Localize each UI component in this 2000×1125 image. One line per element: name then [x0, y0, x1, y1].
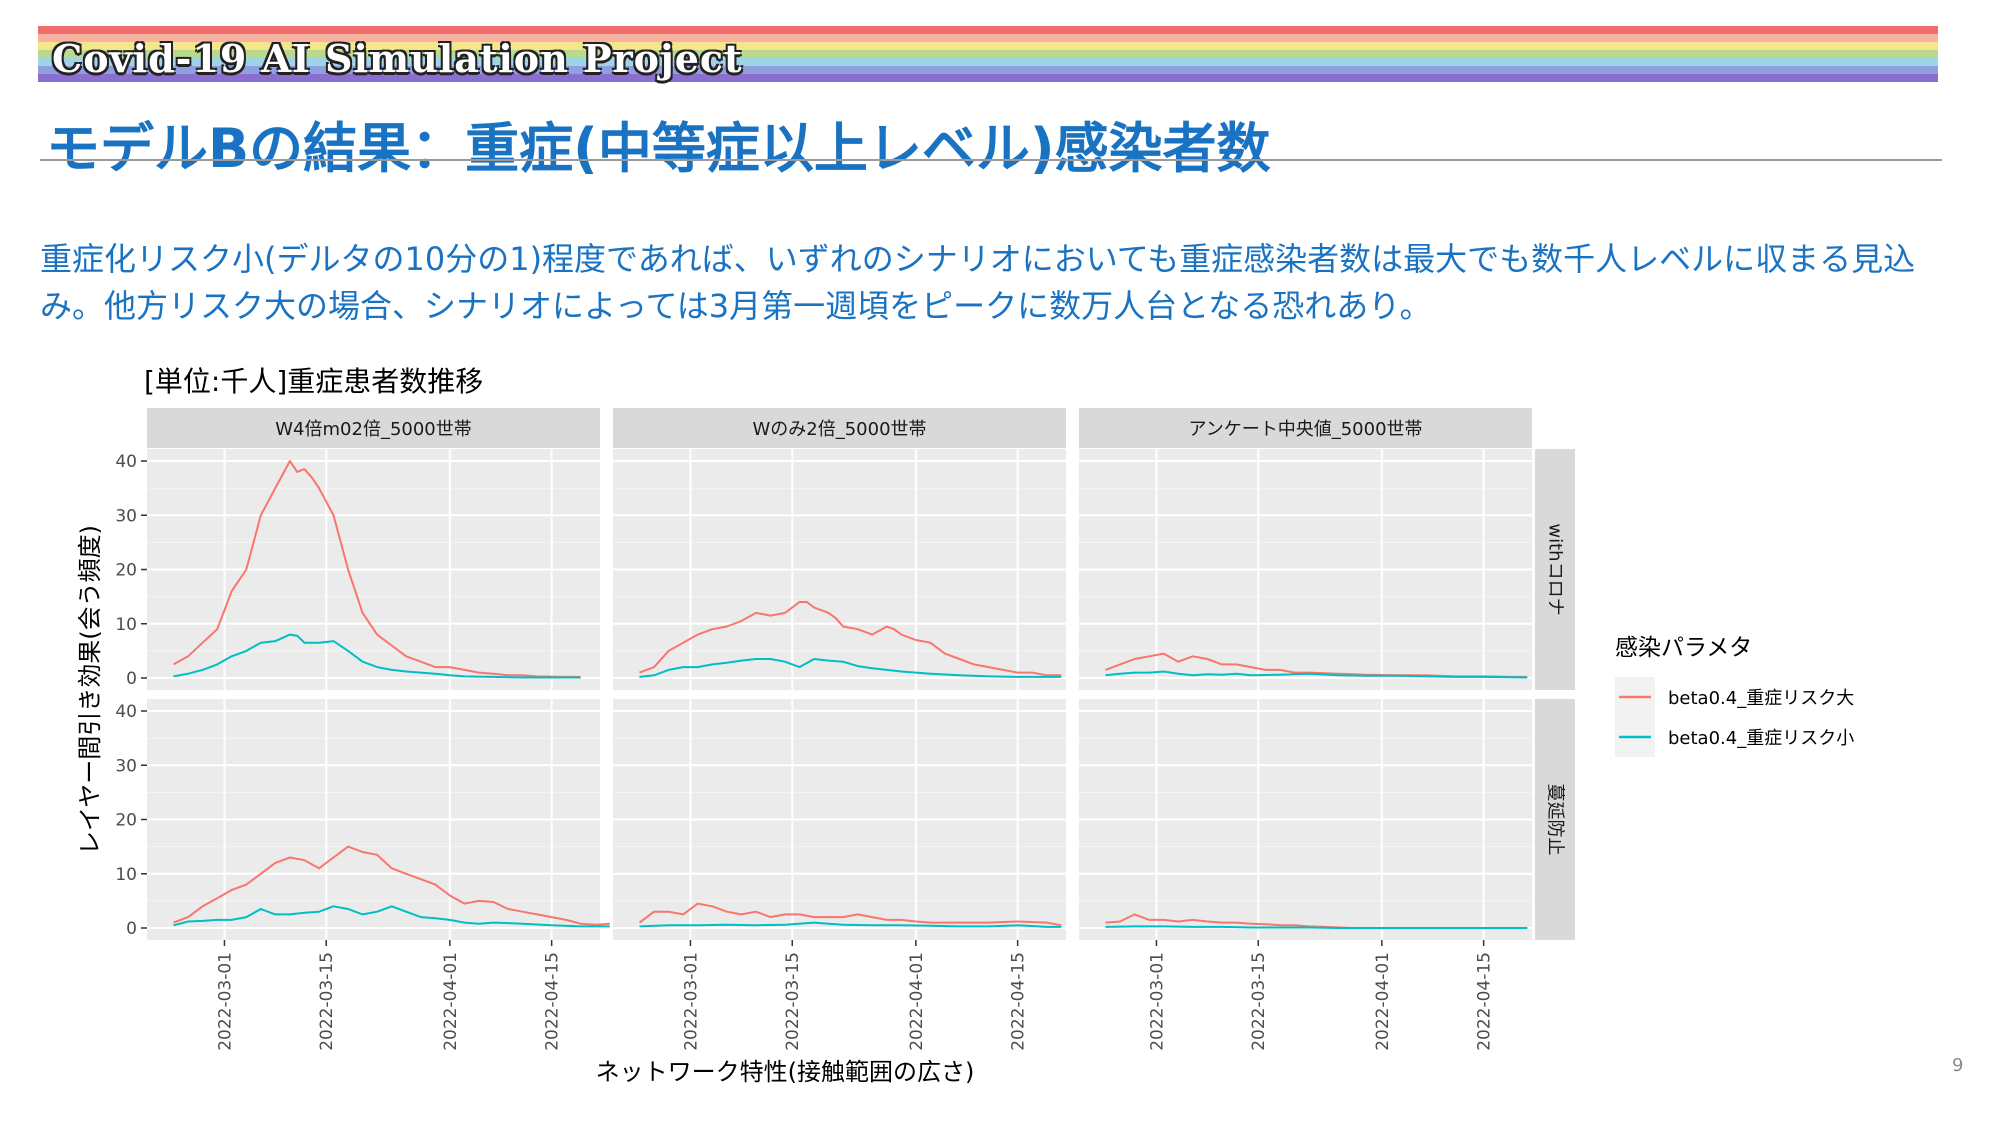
facet-strip-row	[1535, 699, 1575, 940]
y-tick-label: 0	[126, 669, 137, 689]
series-line	[173, 905, 610, 928]
x-tick-label: 2022-04-15	[543, 952, 563, 1051]
rainbow-banner	[38, 26, 1938, 90]
y-tick-label: 10	[115, 865, 137, 885]
legend-label: beta0.4_重症リスク大	[1668, 688, 1854, 709]
x-tick-label: 2022-03-15	[783, 952, 803, 1051]
y-axis-title: レイヤー間引き効果(会う頻度)	[76, 525, 104, 855]
x-tick-label: 2022-03-01	[215, 952, 235, 1051]
page-number: 9	[1952, 1055, 1964, 1076]
facet-strip-column	[1079, 408, 1532, 448]
y-tick-label: 40	[115, 702, 137, 722]
y-tick-label: 20	[115, 561, 137, 581]
page-title: モデルBの結果：重症(中等症以上レベル)感染者数	[46, 117, 1271, 180]
facet-strip-column	[147, 408, 600, 448]
x-tick-label: 2022-04-01	[907, 952, 927, 1051]
legend-title: 感染パラメタ	[1615, 635, 1752, 661]
rainbow-stripe	[38, 66, 1938, 74]
series-line	[639, 601, 1062, 677]
series-line	[1105, 670, 1528, 679]
chart-caption: [単位:千人]重症患者数推移	[144, 365, 484, 398]
x-tick-label: 2022-04-15	[1475, 952, 1495, 1051]
rainbow-stripe	[38, 74, 1938, 82]
facet-strip-label: Wのみ2倍_5000世帯	[752, 419, 926, 440]
rainbow-stripe	[38, 50, 1938, 58]
facet-strip-label: W4倍m02倍_5000世帯	[275, 419, 472, 440]
rainbow-stripe	[38, 26, 1938, 34]
rainbow-stripe	[38, 34, 1938, 42]
y-tick-label: 30	[115, 756, 137, 776]
y-tick-label: 30	[115, 506, 137, 526]
x-tick-label: 2022-03-15	[1249, 952, 1269, 1051]
x-tick-label: 2022-03-15	[317, 952, 337, 1051]
legend-label: beta0.4_重症リスク小	[1668, 728, 1854, 749]
facet-strip-label: withコロナ	[1545, 523, 1566, 615]
series-line	[638, 902, 1062, 927]
series-line	[173, 633, 581, 679]
x-tick-label: 2022-04-01	[441, 952, 461, 1051]
series-line	[173, 845, 610, 926]
y-tick-label: 10	[115, 615, 137, 635]
x-axis-title: ネットワーク特性(接触範囲の広さ)	[596, 1058, 975, 1086]
facet-strip-label: 蔓延防止	[1545, 784, 1566, 856]
series-line	[639, 658, 1062, 678]
y-tick-label: 40	[115, 452, 137, 472]
rainbow-stripe	[38, 42, 1938, 50]
rainbow-stripe	[38, 58, 1938, 66]
series-line	[173, 460, 581, 678]
x-tick-label: 2022-03-01	[1147, 952, 1167, 1051]
series-line	[1105, 925, 1528, 929]
x-tick-label: 2022-04-01	[1373, 952, 1393, 1051]
x-tick-label: 2022-04-15	[1009, 952, 1029, 1051]
project-title: Covid-19 AI Simulation Project	[52, 36, 743, 81]
title-divider	[40, 159, 1942, 161]
facet-strip-row	[1535, 449, 1575, 690]
facet-strip-column	[613, 408, 1066, 448]
x-tick-label: 2022-03-01	[681, 952, 701, 1051]
series-line	[639, 921, 1062, 928]
y-tick-label: 0	[126, 919, 137, 939]
lead-text: 重症化リスク小(デルタの10分の1)程度であれば、いずれのシナリオにおいても重症…	[40, 240, 1916, 325]
y-tick-label: 20	[115, 811, 137, 831]
facet-strip-label: アンケート中央値_5000世帯	[1188, 419, 1422, 440]
